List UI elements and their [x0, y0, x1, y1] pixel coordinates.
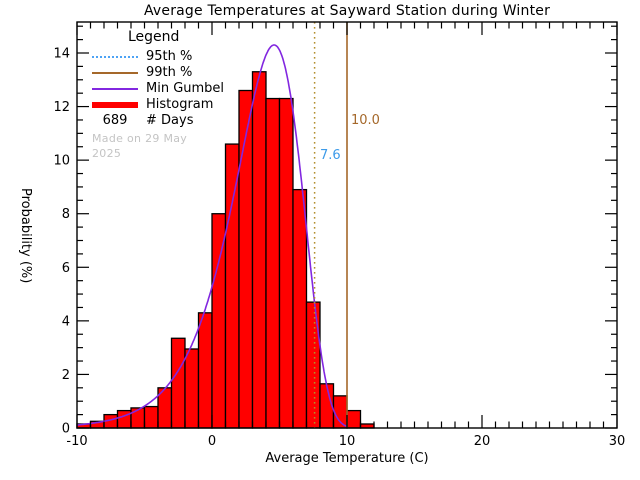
x-tick-label: 0 [208, 434, 216, 449]
histogram-bar [224, 143, 240, 429]
y-axis-title: Probability (%) [18, 188, 33, 284]
x-tick-label: 30 [609, 434, 626, 449]
x-tick-label: 10 [339, 434, 356, 449]
histogram-bar [305, 301, 321, 429]
x-tick-label: -10 [66, 434, 87, 449]
histogram-bar [278, 97, 294, 429]
histogram-bar [292, 188, 308, 429]
histogram-swatch-icon [92, 101, 138, 108]
legend-item-label: 95th % [146, 48, 193, 64]
legend-item-95th: 95th % [92, 49, 212, 65]
y-tick-label: 10 [53, 154, 70, 169]
histogram-bar [346, 409, 362, 429]
p99-value-label: 10.0 [351, 113, 380, 128]
dotted-line-icon [92, 55, 138, 58]
y-tick-label: 6 [62, 261, 70, 276]
legend-item-histogram: Histogram [92, 96, 214, 113]
legend-item-ndays: 689 # Days [92, 113, 212, 129]
x-tick-label: 20 [474, 434, 491, 449]
legend-item-label: 99th % [146, 64, 193, 80]
y-tick-label: 0 [62, 422, 70, 437]
legend-item-label: # Days [146, 112, 194, 128]
histogram-bar [211, 213, 227, 429]
legend-item-label: Histogram [146, 96, 214, 112]
x-axis-title: Average Temperature (C) [265, 451, 429, 466]
histogram-bar [184, 348, 200, 429]
histogram-bar [332, 395, 348, 429]
histogram-bar [143, 405, 159, 429]
histogram-bar [170, 337, 186, 429]
histogram-bar [197, 312, 213, 429]
curve-line-icon [92, 87, 138, 90]
y-tick-label: 12 [53, 100, 70, 115]
made-on-stamp: Made on 29 May 2025 [92, 131, 188, 161]
chart-title: Average Temperatures at Sayward Station … [143, 3, 551, 19]
legend-item-99th: 99th % [92, 65, 212, 81]
y-tick-label: 14 [53, 47, 70, 62]
y-tick-label: 2 [62, 368, 70, 383]
y-tick-label: 8 [62, 207, 70, 222]
histogram-bar [116, 409, 132, 429]
legend-item-label: Min Gumbel [146, 80, 225, 96]
legend-title: Legend [128, 29, 180, 45]
histogram-bar [130, 407, 146, 429]
p95-value-label: 7.6 [320, 148, 341, 163]
days-count: 689 [102, 112, 128, 128]
min-gumbel-curve [76, 44, 348, 428]
histogram-bar [251, 71, 267, 429]
solid-line-icon [92, 71, 138, 74]
histogram-bar [265, 97, 281, 429]
histogram-bar [238, 89, 254, 429]
y-tick-label: 4 [62, 314, 70, 329]
legend: Legend 95th % 99th % Min Gumbel Histogra… [92, 29, 224, 162]
legend-item-gumbel: Min Gumbel [92, 81, 224, 97]
